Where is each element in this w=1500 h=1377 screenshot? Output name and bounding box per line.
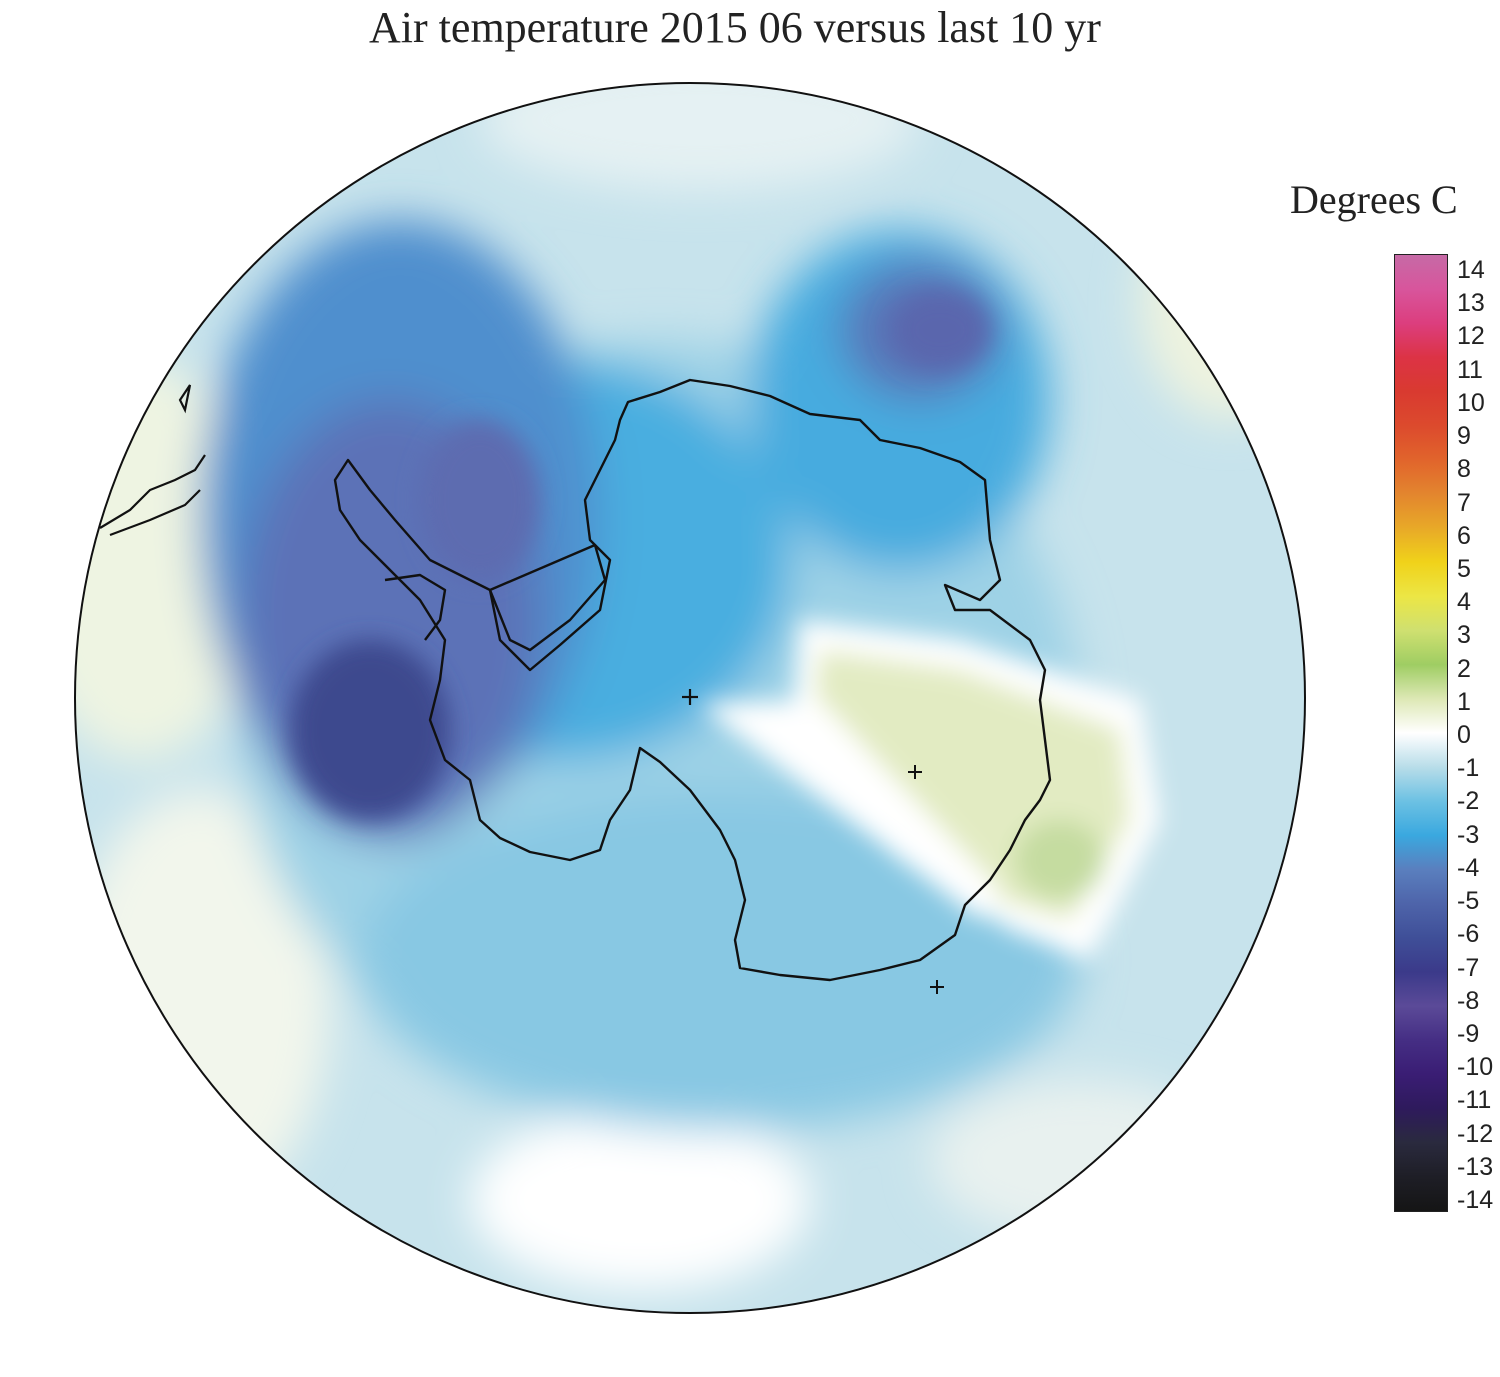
colorbar-tick-label: -12 (1457, 1119, 1494, 1148)
colorbar-tick-label: 4 (1457, 588, 1471, 617)
colorbar-tick-label: -13 (1457, 1152, 1494, 1181)
colorbar-tick-label: -1 (1457, 754, 1480, 783)
colorbar-tick-label: 13 (1457, 289, 1485, 318)
colorbar-tick-label: 1 (1457, 687, 1471, 716)
colorbar-tick-label: 0 (1457, 721, 1471, 749)
colorbar-tick-label: -2 (1457, 787, 1480, 816)
colorbar-tick-label: -11 (1457, 1086, 1492, 1115)
colorbar-tick-label: 14 (1457, 256, 1485, 284)
plus-marker (930, 980, 944, 994)
south-america-coastline (99, 384, 206, 537)
colorbar-tick-label: 9 (1457, 422, 1471, 451)
colorbar-tick-label: -5 (1457, 887, 1480, 916)
colorbar-tick-label: -7 (1457, 953, 1480, 982)
colorbar-tick-label: 10 (1457, 388, 1485, 417)
colorbar-tick-label: 8 (1457, 455, 1471, 484)
colorbar-tick-label: -6 (1457, 920, 1480, 949)
colorbar-tick-label: 6 (1457, 521, 1471, 550)
colorbar-tick-label: 7 (1457, 488, 1471, 517)
colorbar-tick-label: -4 (1457, 853, 1480, 882)
map-boundary (74, 82, 1306, 1314)
colorbar-tick-label: -8 (1457, 986, 1480, 1015)
anomaly-field (75, 83, 1305, 1313)
colorbar-tick-label: 12 (1457, 322, 1485, 351)
colorbar-tick-label: 2 (1457, 654, 1471, 683)
colorbar-tick-label: 5 (1457, 554, 1471, 583)
plus-marker (682, 689, 698, 705)
colorbar-tick-label: -14 (1457, 1186, 1494, 1214)
colorbar-tick-label: -3 (1457, 820, 1480, 849)
legend-title: Degrees C (1290, 177, 1458, 222)
colorbar-tick-label: -9 (1457, 1019, 1480, 1048)
colorbar-tick-label: 3 (1457, 621, 1471, 650)
colorbar (1394, 254, 1448, 1212)
antarctica-coastline (333, 378, 1052, 982)
plus-marker (908, 765, 922, 779)
map-title: Air temperature 2015 06 versus last 10 y… (369, 3, 1101, 52)
colorbar-tick-label: 11 (1457, 355, 1483, 384)
colorbar-tick-label: -10 (1457, 1053, 1494, 1082)
